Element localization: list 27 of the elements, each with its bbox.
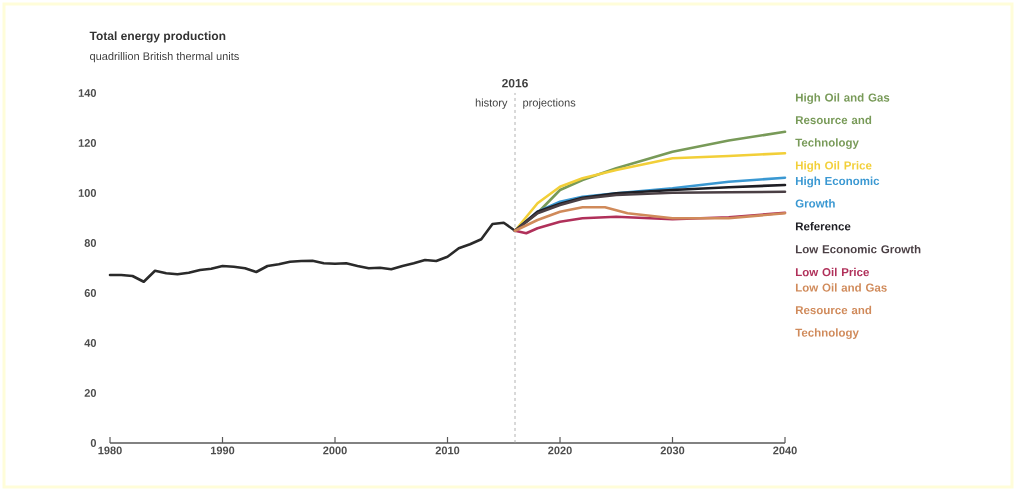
y-tick-label: 60 [84, 289, 97, 297]
annotation: projections [523, 98, 576, 109]
x-tick-label: 1990 [210, 446, 235, 455]
x-tick-label: 2000 [323, 446, 347, 455]
x-tick-label: 1980 [98, 446, 122, 455]
text: Low Oil Price [795, 267, 869, 277]
text: Reference [795, 221, 851, 231]
x-tick-label: 2030 [660, 446, 685, 455]
y-tick-label: 80 [84, 239, 97, 247]
x-tick-label: 2020 [548, 446, 572, 455]
text: Low Oil and Gas Resource and Technology [795, 283, 887, 340]
y-tick-label: 0 [90, 439, 97, 447]
y-tick-label: 140 [78, 89, 97, 97]
y-tick-label: 100 [78, 189, 97, 197]
text: Low Economic Growth [795, 244, 921, 254]
y-tick-label: 120 [78, 139, 97, 147]
x-tick-label: 2010 [435, 446, 460, 455]
x-tick-label: 2040 [773, 446, 797, 455]
series-label: High Economic Growth [795, 176, 880, 208]
ref-line-label: 2016 [502, 78, 528, 88]
chart-title: Total energy production [89, 31, 226, 43]
text: High Oil and Gas Resource and Technology [795, 93, 890, 149]
series-label: High Oil Price [795, 161, 872, 172]
annotation: history [475, 98, 508, 109]
chart-subtitle: quadrillion British thermal units [90, 52, 239, 63]
y-tick-label: 20 [84, 389, 97, 397]
y-tick-label: 40 [84, 339, 97, 347]
